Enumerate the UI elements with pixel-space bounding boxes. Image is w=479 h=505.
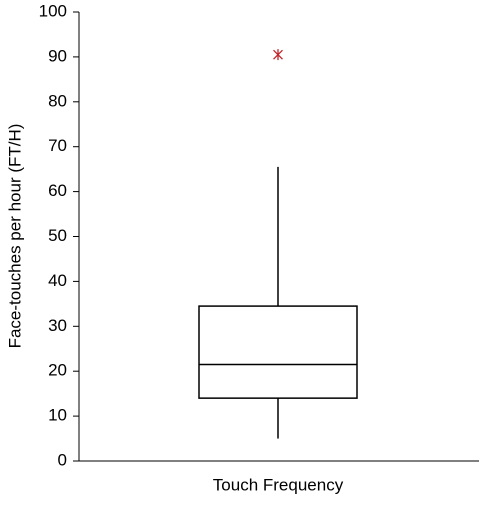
y-tick-label: 20 (48, 361, 67, 380)
box (198, 305, 358, 399)
y-tick-label: 40 (48, 271, 67, 290)
y-tick-label: 80 (48, 91, 67, 110)
y-tick-label: 100 (39, 1, 67, 20)
y-tick-label: 70 (48, 136, 67, 155)
y-tick-label: 90 (48, 46, 67, 65)
y-tick-label: 30 (48, 316, 67, 335)
y-axis-label: Face-touches per hour (FT/H) (5, 124, 24, 349)
x-tick-label: Touch Frequency (213, 475, 344, 494)
y-tick-label: 0 (58, 450, 67, 469)
y-tick-label: 50 (48, 226, 67, 245)
y-tick-label: 60 (48, 181, 67, 200)
y-tick-label: 10 (48, 406, 67, 425)
outlier (273, 49, 283, 61)
